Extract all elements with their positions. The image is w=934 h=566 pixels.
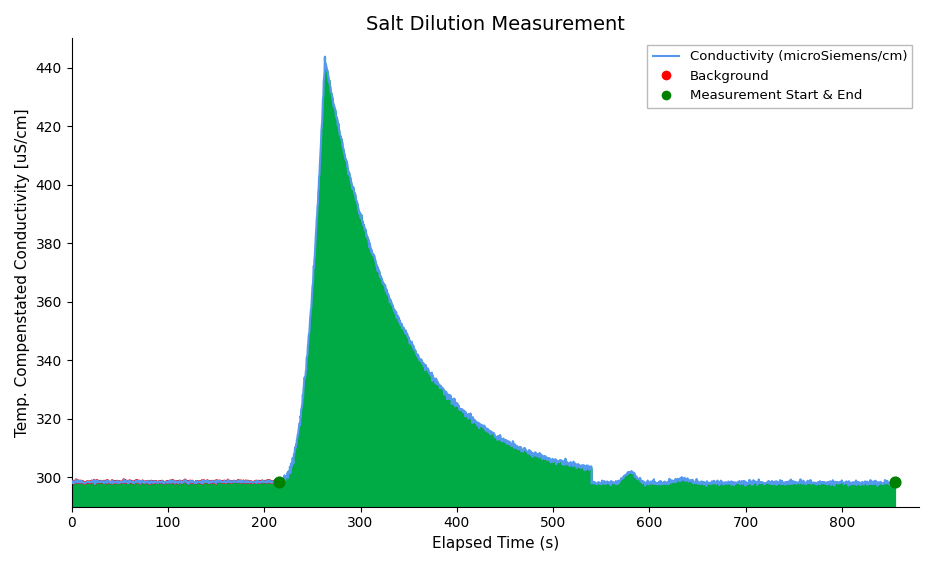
X-axis label: Elapsed Time (s): Elapsed Time (s)	[432, 536, 559, 551]
Point	[887, 478, 902, 487]
Point	[271, 477, 286, 486]
Y-axis label: Temp. Compenstated Conductivity [uS/cm]: Temp. Compenstated Conductivity [uS/cm]	[15, 108, 30, 437]
Legend: Conductivity (microSiemens/cm), Background, Measurement Start & End: Conductivity (microSiemens/cm), Backgrou…	[647, 45, 913, 108]
Title: Salt Dilution Measurement: Salt Dilution Measurement	[366, 15, 625, 34]
